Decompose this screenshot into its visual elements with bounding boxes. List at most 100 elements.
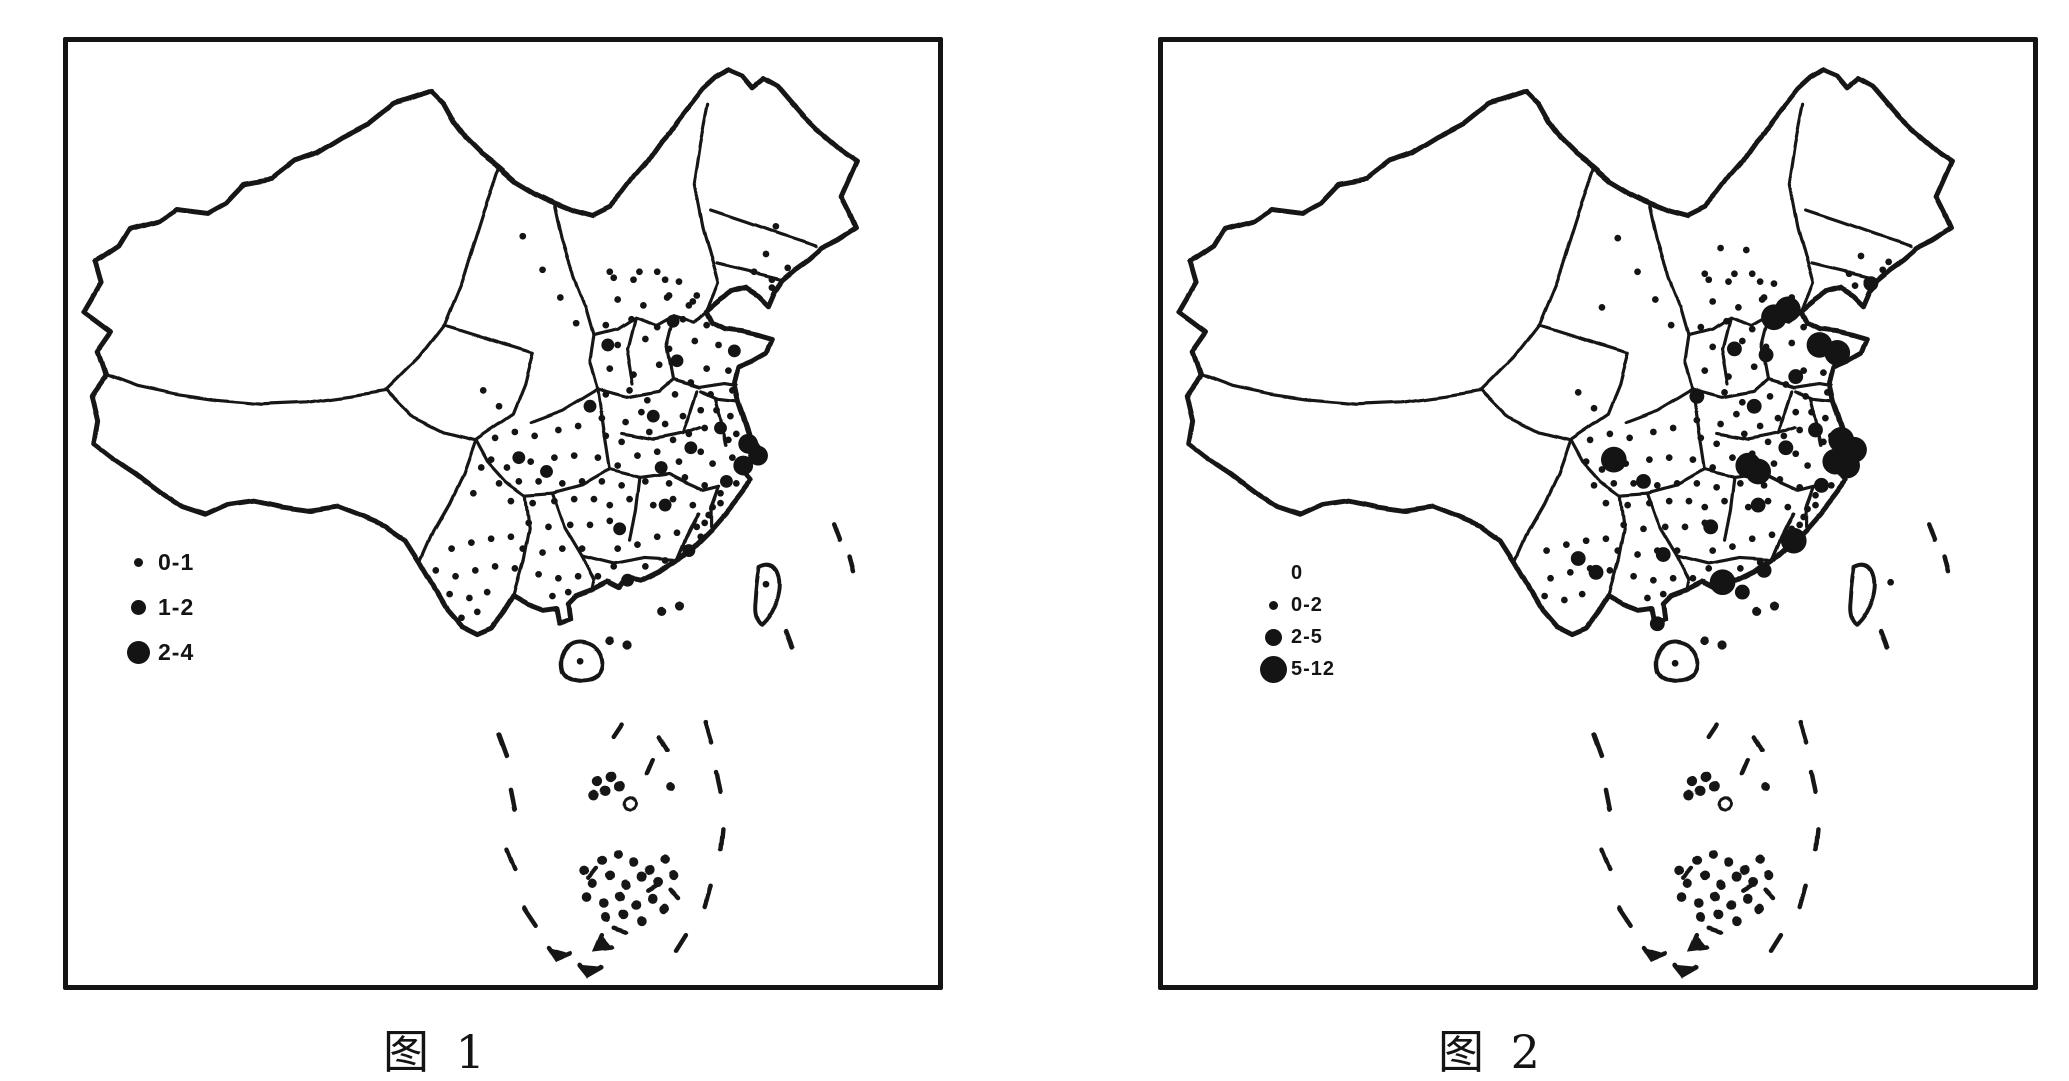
distribution-dot [1784,503,1792,511]
distribution-dot [610,274,618,282]
distribution-dot [1723,317,1730,325]
distribution-dot [1626,434,1633,442]
legend-symbol-cell [118,558,158,567]
distribution-dot [626,387,633,394]
distribution-dot [689,501,697,509]
distribution-dot [1630,572,1637,580]
distribution-dot [691,337,699,345]
distribution-dot [602,432,610,440]
distribution-dot [614,462,622,469]
distribution-dot [594,572,602,580]
distribution-dot [1744,503,1752,511]
distribution-dot [1649,616,1665,632]
distribution-dot [602,321,610,329]
distribution-dot [1748,535,1756,543]
distribution-dot [1590,481,1598,489]
distribution-dot [1650,576,1657,584]
distribution-dot [1713,483,1720,491]
distribution-dot [1796,426,1804,434]
distribution-dot [487,535,495,543]
distribution-dot [1705,565,1713,572]
distribution-dot [1651,296,1659,303]
distribution-dot [732,479,740,487]
distribution-dot [1792,535,1800,543]
distribution-dot [1697,392,1705,400]
distribution-dot [1693,416,1701,424]
distribution-dot [636,268,643,276]
distribution-dot [1650,428,1657,436]
distribution-dot [729,454,736,462]
distribution-dot [1800,323,1807,331]
distribution-dot [1721,389,1728,396]
distribution-dot [1614,547,1622,554]
legend-symbol-cell [118,600,158,615]
legend-row: 0-1 [118,540,194,585]
distribution-dot [1563,541,1570,549]
distribution-dot [471,566,479,574]
distribution-dot [750,268,758,276]
distribution-dot [1602,535,1610,543]
distribution-dot [570,452,578,460]
distribution-dot [576,657,584,665]
distribution-dot [1669,424,1677,432]
distribution-dot [1701,519,1709,527]
figure-2-frame: 0 0-2 2-5 5-12 [1158,37,2038,990]
distribution-dot [661,276,669,284]
distribution-dot [1758,296,1766,303]
distribution-dot [466,594,473,602]
small-dot-icon [1268,600,1278,610]
distribution-dot [1733,410,1740,418]
distribution-dot [675,458,683,465]
distribution-dot [1742,246,1750,254]
distribution-dot [697,406,705,414]
distribution-dot [515,478,523,485]
distribution-dot [1745,458,1772,485]
distribution-dot [1834,452,1860,479]
distribution-dot [1709,298,1717,305]
distribution-dot [1590,404,1598,412]
distribution-dot [1827,481,1835,489]
distribution-dot [1756,562,1772,578]
distribution-dot [545,523,552,531]
distribution-dot [1644,594,1651,602]
distribution-dot [1667,321,1675,329]
distribution-dot [539,266,546,274]
distribution-dot [1734,584,1750,600]
distribution-dot [714,421,727,435]
distribution-dot [529,499,537,507]
distribution-dot [503,464,511,471]
distribution-dot [606,365,614,373]
distribution-dot [671,391,679,398]
legend-label: 0-1 [158,549,195,575]
distribution-dot [555,426,562,434]
legend-row: 2-5 [1255,621,1335,653]
distribution-dot [1685,497,1693,505]
distribution-dot [1800,513,1807,521]
distribution-dot [1808,408,1815,416]
distribution-dot [1766,392,1774,400]
distribution-dot [1756,422,1764,430]
distribution-dot [1598,304,1606,311]
figure-2-china-map [1163,42,2033,985]
distribution-dot [583,399,597,413]
distribution-dot [1701,367,1709,375]
distribution-dot [1758,347,1774,363]
distribution-dot [1885,258,1893,266]
distribution-dot [452,572,459,580]
distribution-dot [511,428,519,436]
distribution-dot [1748,450,1756,458]
distribution-dot [669,436,677,444]
legend-label: 0-2 [1291,593,1323,616]
distribution-dot [679,315,687,323]
distribution-dot [642,335,649,343]
distribution-dot [1729,543,1736,550]
distribution-dot [590,495,598,503]
distribution-dot [653,448,661,456]
distribution-dot [446,590,453,598]
distribution-dot [693,523,701,531]
distribution-dot [1780,304,1788,311]
distribution-dot [1709,547,1717,554]
distribution-dot [566,521,574,529]
distribution-dot [1665,497,1673,505]
distribution-dot [634,541,641,549]
